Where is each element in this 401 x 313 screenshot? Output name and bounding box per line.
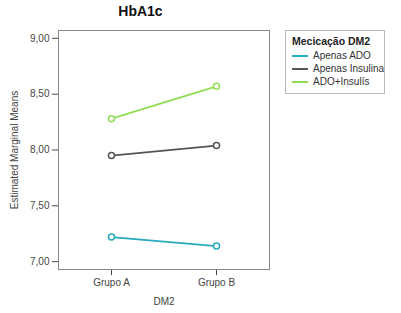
svg-text:8,50: 8,50 [30,88,50,99]
svg-text:Grupo A: Grupo A [93,277,130,288]
svg-text:Estimated Marginal Means: Estimated Marginal Means [9,91,20,209]
svg-text:7,50: 7,50 [30,200,50,211]
svg-text:8,00: 8,00 [30,144,50,155]
html-text:HbA1c: HbA1c [118,3,163,19]
html-text:Apenas ADO: Apenas ADO [313,50,371,61]
svg-text:7,00: 7,00 [30,256,50,267]
svg-text:DM2: DM2 [153,296,175,307]
html-text:ADO+Insulís: ADO+Insulís [313,76,370,87]
html-text:Apenas Insulina: Apenas Insulina [313,63,385,74]
svg-text:Grupo B: Grupo B [198,277,236,288]
svg-text:9,00: 9,00 [30,33,50,44]
html-text:Mecicação DM2: Mecicação DM2 [292,35,371,47]
